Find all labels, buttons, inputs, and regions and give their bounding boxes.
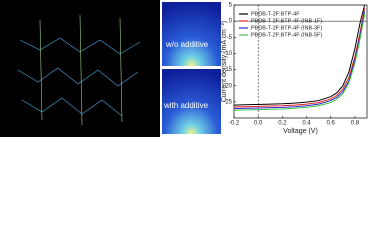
x-tick-label: 0.0 [254, 121, 263, 127]
image-label: w/o additive [165, 40, 209, 49]
x-tick-label: 0.8 [351, 121, 360, 127]
y-tick-label: -20 [223, 83, 232, 89]
series-line [234, 8, 366, 108]
image-label: with additive [163, 101, 209, 110]
legend-label: PBDB-T-2F:BTP-4F (INB-5F) [251, 32, 322, 38]
series-line [234, 11, 366, 110]
legend-label: PBDB-T-2F:BTP-4F [251, 11, 300, 17]
legend-label: PBDB-T-2F:BTP-4F (INB-1F) [251, 18, 322, 24]
giwaxs-image [162, 69, 221, 134]
chart: -0.2 0.0 0.2 0.4 0.6 0.8 5 0 -5 -10 -15 -20 -25 Volta… [221, 3, 368, 135]
plot-frame [233, 4, 368, 119]
series-line [234, 5, 366, 106]
x-tick-label: 0.2 [278, 121, 287, 127]
y-tick-label: -10 [223, 51, 232, 57]
giwaxs-image [162, 2, 221, 66]
figure: w/o additive with additive -0.2 0.0 0.2 0.4… [0, 0, 368, 137]
y-tick-label: 5 [229, 3, 233, 9]
y-tick-label: -15 [223, 67, 232, 73]
y-tick-label: -25 [223, 99, 232, 105]
legend-label: PBDB-T-2F:BTP-4F (INB-3F) [251, 25, 322, 31]
series-line [234, 14, 366, 111]
x-axis-label: Voltage (V) [283, 128, 318, 135]
x-tick-label: 0.4 [302, 121, 311, 127]
x-tick-label: 0.6 [327, 121, 336, 127]
x-tick-label: -0.2 [229, 121, 240, 127]
molecule-pattern [17, 14, 141, 126]
y-tick-label: -5 [227, 35, 233, 41]
y-tick-label: 0 [229, 19, 233, 25]
y-axis-label: Current density (mA cm⁻²) [221, 21, 228, 103]
